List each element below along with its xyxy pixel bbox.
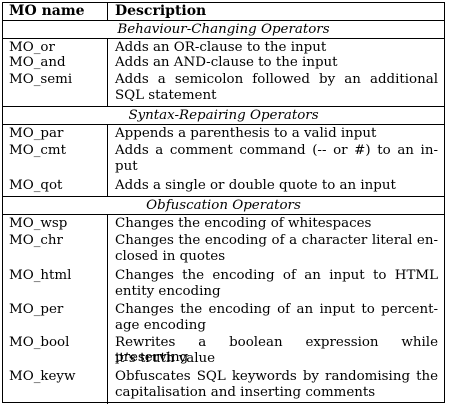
row-name: MO_keyw bbox=[9, 369, 76, 384]
row-description: Adds a single or double quote to an inpu… bbox=[115, 178, 396, 193]
row-name: MO_semi bbox=[9, 72, 73, 87]
section-rule bbox=[3, 214, 444, 215]
row-description-cont: entity encoding bbox=[115, 284, 221, 299]
row-description: Changes the encoding of whitespaces bbox=[115, 216, 372, 231]
row-description: Adds an OR-clause to the input bbox=[115, 40, 327, 55]
row-name: MO_wsp bbox=[9, 216, 68, 231]
row-name: MO_qot bbox=[9, 178, 63, 193]
header-rule bbox=[3, 20, 444, 21]
row-name: MO_and bbox=[9, 55, 66, 70]
row-name: MO_cmt bbox=[9, 143, 66, 158]
row-description: Obfuscates SQL keywords by randomising t… bbox=[115, 369, 438, 384]
row-description: Adds a comment command (-- or #) to an i… bbox=[115, 143, 438, 158]
row-name: MO_par bbox=[9, 126, 64, 141]
column-divider bbox=[107, 38, 108, 106]
section-title-obfuscation: Obfuscation Operators bbox=[146, 198, 301, 213]
row-name: MO_or bbox=[9, 40, 55, 55]
section-rule bbox=[3, 124, 444, 125]
column-divider bbox=[107, 214, 108, 404]
row-description-cont: put bbox=[115, 159, 138, 174]
section-title-behaviour: Behaviour-Changing Operators bbox=[117, 22, 330, 37]
row-name: MO_per bbox=[9, 302, 64, 317]
row-description: Changes the encoding of an input to perc… bbox=[115, 302, 438, 317]
row-description: Adds an AND-clause to the input bbox=[115, 55, 338, 70]
row-description: Adds a semicolon followed by an addition… bbox=[115, 72, 438, 87]
row-description: Appends a parenthesis to a valid input bbox=[115, 126, 377, 141]
row-description: Changes the encoding of a character lite… bbox=[115, 233, 438, 248]
row-description-cont: SQL statement bbox=[115, 88, 217, 103]
row-name: MO_bool bbox=[9, 335, 70, 350]
row-description-cont: age encoding bbox=[115, 318, 206, 333]
column-divider bbox=[107, 124, 108, 196]
operators-table: MO name Description Behaviour-Changing O… bbox=[2, 2, 445, 404]
row-description-cont: it’s truth value bbox=[115, 351, 216, 366]
header-mo-name: MO name bbox=[9, 3, 85, 19]
section-rule bbox=[3, 196, 444, 197]
section-rule bbox=[3, 38, 444, 39]
row-description-cont: closed in quotes bbox=[115, 249, 226, 264]
row-description: Rewrites a boolean expression while pres… bbox=[115, 335, 438, 365]
header-description: Description bbox=[115, 3, 207, 19]
column-divider bbox=[107, 3, 108, 20]
section-title-syntax: Syntax-Repairing Operators bbox=[128, 108, 319, 123]
row-description-cont: capitalisation and inserting comments bbox=[115, 385, 376, 400]
row-name: MO_chr bbox=[9, 233, 63, 248]
section-rule bbox=[3, 106, 444, 107]
row-name: MO_html bbox=[9, 268, 72, 283]
row-description: Changes the encoding of an input to HTML bbox=[115, 268, 438, 283]
